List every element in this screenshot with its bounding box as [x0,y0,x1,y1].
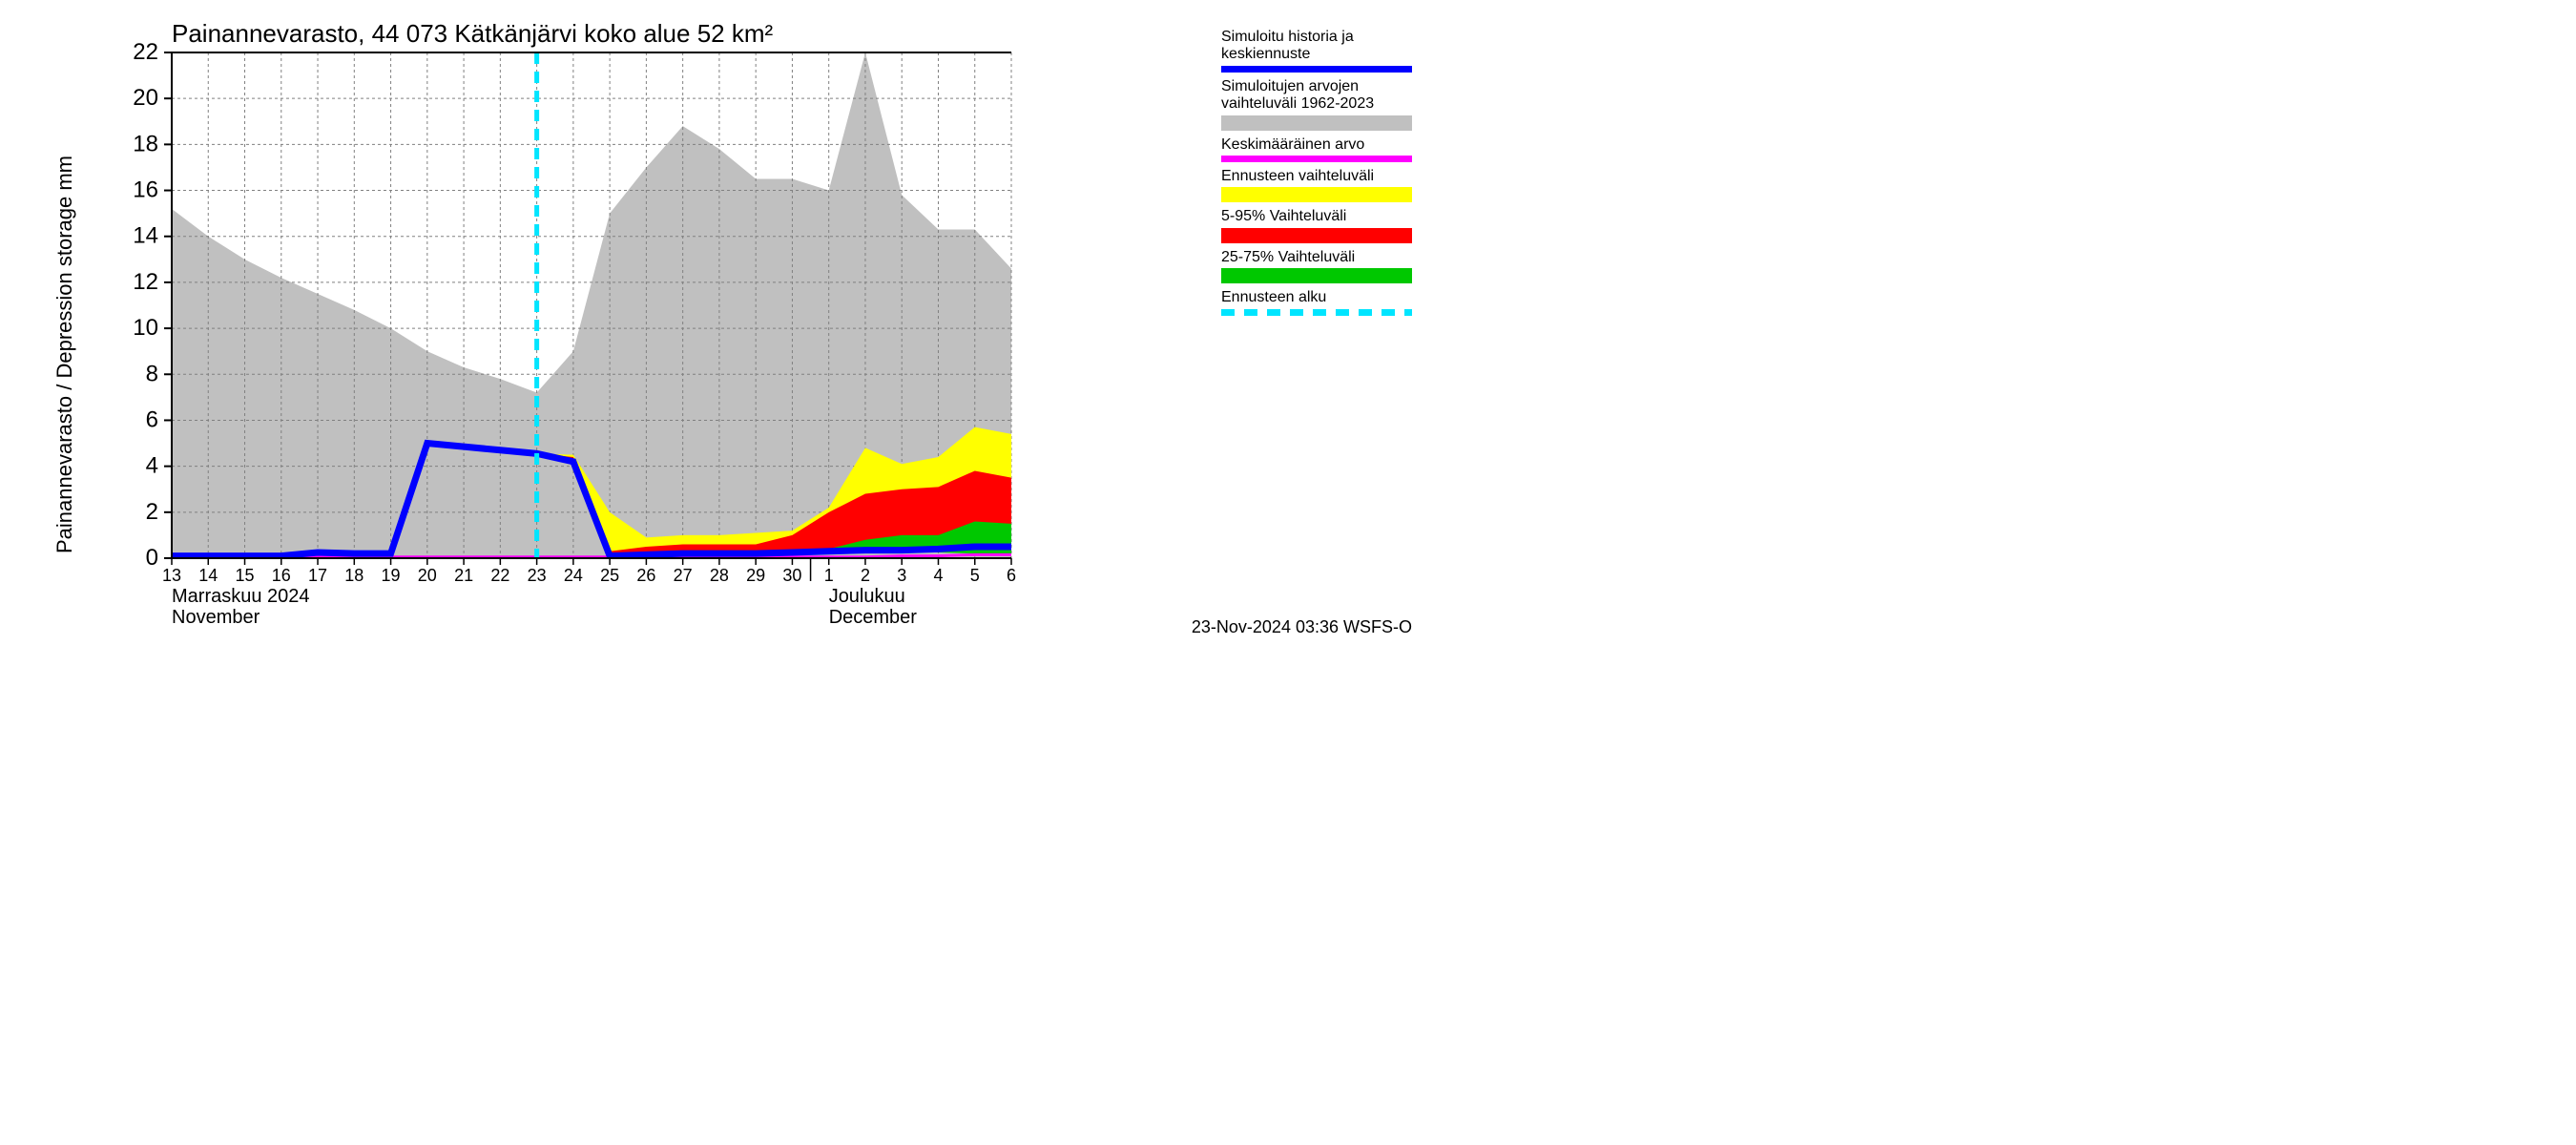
xtick-label: 17 [308,566,327,585]
month-label-left-fi: Marraskuu 2024 [172,586,310,607]
legend-swatch [1221,66,1412,73]
legend-swatch [1221,309,1412,316]
xtick-label: 27 [674,566,693,585]
xtick-label: 14 [198,566,218,585]
ytick-label: 14 [133,223,158,249]
xtick-label: 1 [824,566,834,585]
plot-area: 0246810121416182022131415161718192021222… [0,0,1431,649]
legend: Simuloitu historia ja keskiennuste Simulo… [1221,29,1412,322]
ytick-label: 4 [146,453,158,479]
xtick-label: 3 [897,566,906,585]
xtick-label: 2 [861,566,870,585]
xtick-label: 30 [782,566,801,585]
chart-page: Painannevarasto / Depression storage mm … [0,0,1431,649]
ytick-label: 20 [133,85,158,111]
month-label-left-en: November [172,607,260,628]
legend-item: 5-95% Vaihteluväli [1221,208,1412,242]
xtick-label: 24 [564,566,583,585]
legend-label: 25-75% Vaihteluväli [1221,249,1412,266]
legend-label: Keskimääräinen arvo [1221,136,1412,154]
xtick-label: 22 [490,566,509,585]
xtick-label: 18 [344,566,364,585]
legend-label: Ennusteen alku [1221,289,1412,306]
ytick-label: 0 [146,545,158,571]
xtick-label: 23 [528,566,547,585]
legend-item: 25-75% Vaihteluväli [1221,249,1412,283]
xtick-label: 26 [636,566,655,585]
xtick-label: 4 [933,566,943,585]
ytick-label: 8 [146,361,158,386]
legend-label: Simuloitujen arvojen vaihteluväli 1962-2… [1221,78,1412,114]
xtick-label: 13 [162,566,181,585]
legend-swatch [1221,187,1412,202]
ytick-label: 6 [146,406,158,432]
legend-item: Simuloitu historia ja keskiennuste [1221,29,1412,73]
month-label-right-en: December [829,607,918,628]
legend-label: Simuloitu historia ja keskiennuste [1221,29,1412,64]
xtick-label: 15 [236,566,255,585]
ytick-label: 10 [133,315,158,341]
xtick-label: 28 [710,566,729,585]
legend-swatch [1221,115,1412,131]
xtick-label: 20 [418,566,437,585]
legend-label: 5-95% Vaihteluväli [1221,208,1412,225]
xtick-label: 16 [272,566,291,585]
xtick-label: 19 [382,566,401,585]
xtick-label: 29 [746,566,765,585]
ytick-label: 2 [146,499,158,525]
xtick-label: 21 [454,566,473,585]
legend-label: Ennusteen vaihteluväli [1221,168,1412,185]
legend-item: Simuloitujen arvojen vaihteluväli 1962-2… [1221,78,1412,131]
legend-item: Keskimääräinen arvo [1221,136,1412,162]
legend-item: Ennusteen vaihteluväli [1221,168,1412,202]
ytick-label: 22 [133,39,158,65]
month-label-right-fi: Joulukuu [829,586,905,607]
footer-timestamp: 23-Nov-2024 03:36 WSFS-O [1192,617,1412,637]
legend-swatch [1221,156,1412,162]
legend-swatch [1221,268,1412,283]
xtick-label: 5 [970,566,980,585]
xtick-label: 6 [1007,566,1016,585]
legend-swatch [1221,228,1412,243]
legend-item: Ennusteen alku [1221,289,1412,315]
xtick-label: 25 [600,566,619,585]
ytick-label: 18 [133,131,158,156]
ytick-label: 16 [133,177,158,203]
ytick-label: 12 [133,269,158,295]
